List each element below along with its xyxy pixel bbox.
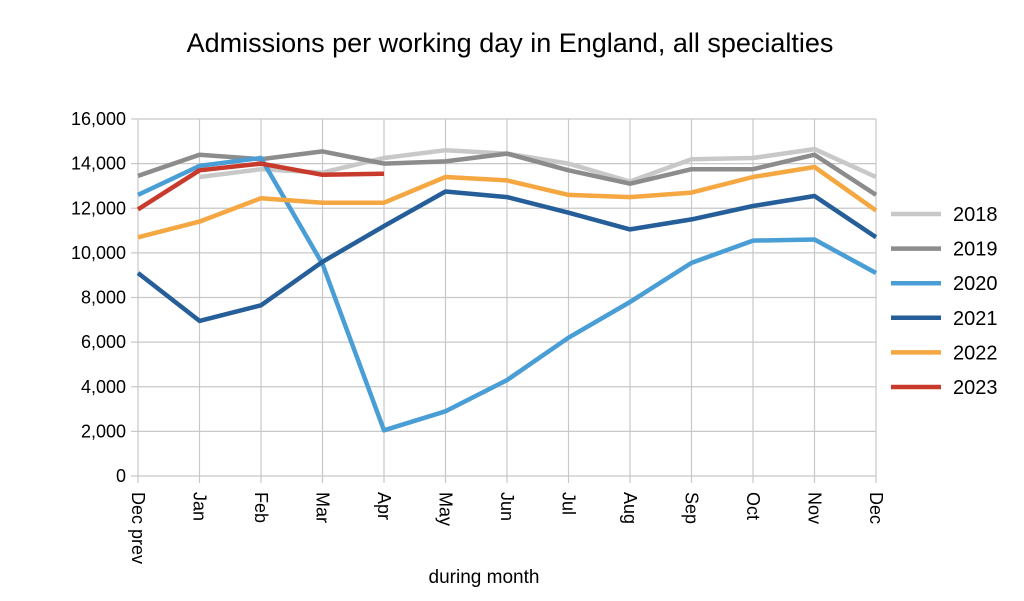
- chart-legend: 2018 2019 2020 2021 2022 2023: [891, 204, 998, 399]
- x-tick-label: Nov: [805, 492, 825, 524]
- series-line-2021: [136, 189, 878, 324]
- legend-label-2018: 2018: [953, 204, 998, 226]
- y-tick-label: 6,000: [81, 332, 126, 352]
- x-tick-label: Jun: [497, 492, 517, 521]
- chart-grid: [137, 118, 877, 477]
- x-tick-label: Jul: [559, 492, 579, 515]
- y-tick-label: 14,000: [71, 154, 126, 174]
- y-tick-label: 2,000: [81, 421, 126, 441]
- x-tick-label: Dec: [866, 492, 886, 524]
- x-tick-label: May: [436, 492, 456, 526]
- chart-series: [136, 146, 878, 433]
- x-tick-label: Apr: [374, 492, 394, 520]
- y-tick-label: 12,000: [71, 198, 126, 218]
- series-line-2023: [136, 161, 385, 212]
- x-tick-label: Sep: [682, 492, 702, 524]
- legend-label-2023: 2023: [953, 377, 998, 399]
- y-tick-label: 4,000: [81, 377, 126, 397]
- y-tick-label: 0: [116, 466, 126, 486]
- x-tick-label: Feb: [251, 492, 271, 523]
- y-tick-label: 16,000: [71, 109, 126, 129]
- x-tick-label: Jan: [190, 492, 210, 521]
- legend-label-2020: 2020: [953, 273, 998, 295]
- x-tick-label: Aug: [620, 492, 640, 524]
- x-tick-label: Oct: [743, 492, 763, 520]
- y-tick-label: 10,000: [71, 243, 126, 263]
- chart-title: Admissions per working day in England, a…: [187, 28, 834, 58]
- x-tick-label: Dec prev: [128, 492, 148, 564]
- legend-label-2021: 2021: [953, 308, 998, 330]
- x-tick-label: Mar: [313, 492, 333, 523]
- legend-label-2022: 2022: [953, 342, 998, 364]
- x-axis-title: during month: [429, 567, 540, 588]
- legend-label-2019: 2019: [953, 239, 998, 261]
- series-line-2022: [137, 164, 878, 240]
- series-line-2020: [137, 155, 878, 433]
- y-tick-label: 8,000: [81, 288, 126, 308]
- x-axis-ticks: Dec prev Jan Feb Mar Apr May Jun Jul Aug Sep Oct No…: [128, 476, 886, 564]
- y-axis-ticks: 0 2,000 4,000 6,000 8,000 10,000 12,000 14,000 1…: [71, 109, 138, 486]
